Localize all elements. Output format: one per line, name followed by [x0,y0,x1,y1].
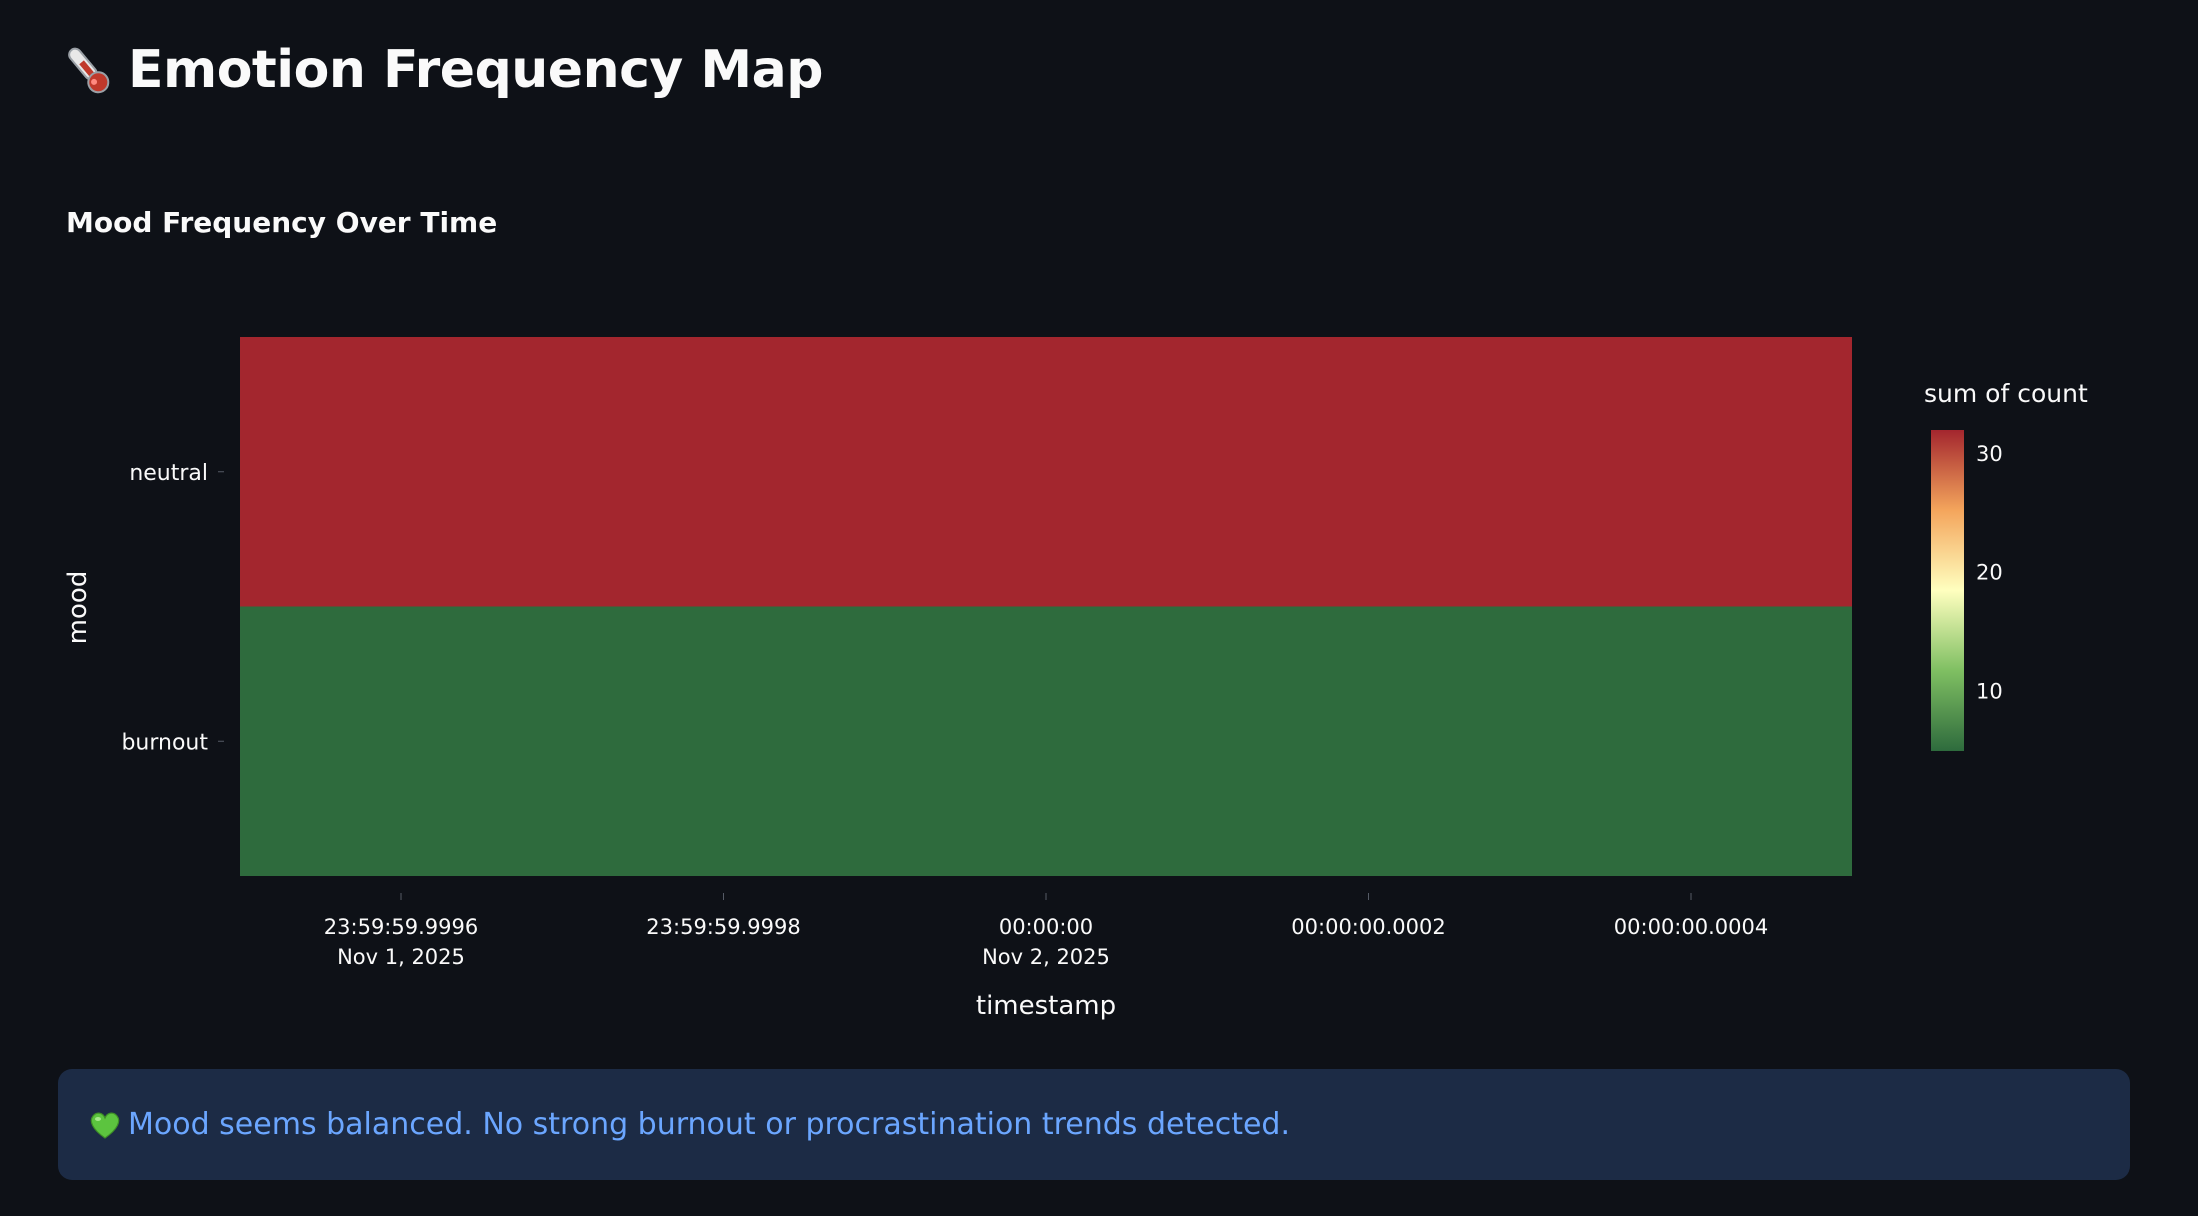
x-tick-sublabel: Nov 1, 2025 [337,945,465,969]
heatmap-cell-neutral [240,337,1852,607]
x-tick-label: 00:00:00 [999,915,1093,939]
page-title-text: Emotion Frequency Map [128,40,823,100]
page-title: Emotion Frequency Map [58,30,823,110]
x-tick-label: 00:00:00.0002 [1291,915,1445,939]
colorbar-tick-label: 30 [1976,442,2003,466]
x-tick-label: 23:59:59.9998 [646,915,800,939]
x-tick-sublabel: Nov 2, 2025 [982,945,1110,969]
green-heart-icon [90,1112,120,1139]
thermometer-icon [68,47,110,94]
heatmap-cell-burnout [240,606,1852,876]
y-tick-label: neutral [129,461,208,486]
y-axis-label: mood [63,571,93,645]
chart-title: Mood Frequency Over Time [66,206,498,239]
colorbar-tick-label: 10 [1976,680,2003,704]
colorbar [1931,430,1964,751]
alert-text: Mood seems balanced. No strong burnout o… [128,1107,1290,1142]
y-tick-label: burnout [121,730,208,755]
x-tick-label: 23:59:59.9996 [324,915,478,939]
x-axis-label: timestamp [976,991,1116,1021]
status-alert: Mood seems balanced. No strong burnout o… [58,1069,2130,1180]
colorbar-title: sum of count [1924,379,2088,408]
colorbar-tick-label: 20 [1976,561,2003,585]
x-tick-label: 00:00:00.0004 [1614,915,1768,939]
